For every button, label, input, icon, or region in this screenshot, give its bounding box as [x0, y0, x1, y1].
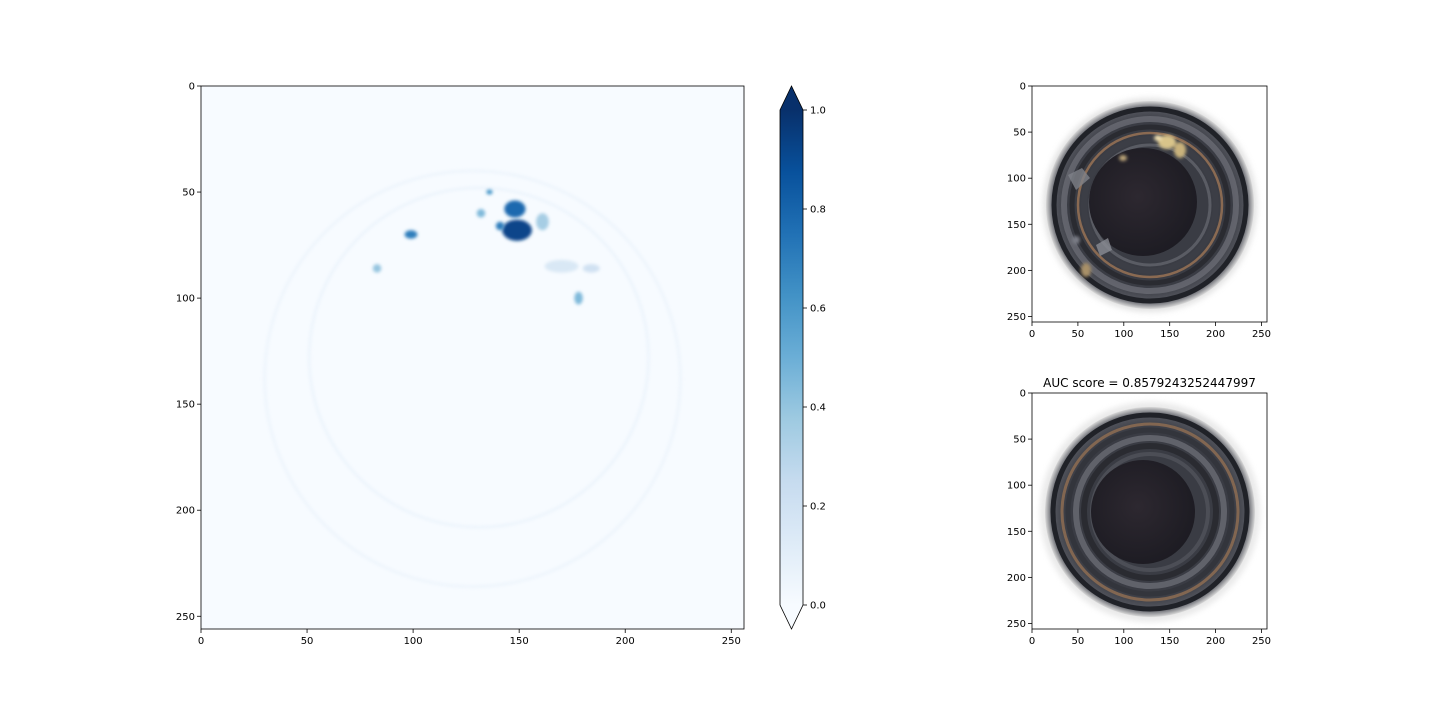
colorbar-tick-label: 0.2 — [810, 502, 826, 513]
reconstruction-image — [1040, 402, 1260, 622]
y-tick-label: 0 — [1020, 389, 1026, 400]
heatmap-blob — [582, 264, 600, 273]
reconstruction-frame — [1031, 392, 1268, 630]
heatmap-blob — [536, 213, 549, 231]
x-tick-label: 100 — [1114, 636, 1133, 647]
x-tick-label: 50 — [301, 636, 314, 647]
input-image-panel: 0 50 100 150 200 250 0 50 100 150 200 250 — [1007, 82, 1271, 341]
x-tick-label: 0 — [1029, 329, 1035, 340]
y-tick-label: 50 — [1013, 435, 1026, 446]
y-tick-label: 50 — [182, 188, 195, 199]
colorbar-gradient — [780, 110, 803, 605]
x-tick-label: 200 — [1206, 636, 1225, 647]
x-tick-label: 0 — [198, 636, 204, 647]
y-tick-label: 100 — [1007, 174, 1026, 185]
input-image-x-axis: 0 50 100 150 200 250 — [1029, 322, 1271, 340]
x-tick-label: 250 — [722, 636, 741, 647]
x-tick-label: 50 — [1072, 329, 1085, 340]
y-tick-label: 0 — [1020, 82, 1026, 93]
reconstruction-x-axis: 0 50 100 150 200 250 — [1029, 629, 1271, 647]
heatmap-ring — [307, 186, 650, 529]
y-tick-label: 150 — [1007, 220, 1026, 231]
input-image-frame — [1031, 85, 1268, 323]
input-image — [1043, 98, 1257, 312]
colorbar-tick-label: 0.6 — [810, 304, 826, 315]
y-tick-label: 150 — [1007, 527, 1026, 538]
x-tick-label: 250 — [1252, 329, 1271, 340]
reconstruction-title: AUC score = 0.8579243252447997 — [1043, 376, 1256, 390]
x-tick-label: 150 — [510, 636, 529, 647]
y-tick-label: 200 — [176, 506, 195, 517]
heatmap-blob — [504, 200, 526, 218]
colorbar: 0.0 0.2 0.4 0.6 0.8 1.0 — [779, 85, 826, 630]
colorbar-tick-label: 1.0 — [810, 106, 826, 117]
y-tick-label: 250 — [176, 612, 195, 623]
heatmap-frame — [200, 85, 745, 630]
y-tick-label: 200 — [1007, 573, 1026, 584]
heatmap-y-axis: 0 50 100 150 200 250 — [176, 82, 201, 623]
x-tick-label: 150 — [1160, 636, 1179, 647]
x-tick-label: 50 — [1072, 636, 1085, 647]
x-tick-label: 250 — [1252, 636, 1271, 647]
colorbar-tick-label: 0.4 — [810, 403, 826, 414]
heatmap-blob — [495, 221, 505, 231]
y-tick-label: 100 — [176, 294, 195, 305]
heatmap-blob — [404, 230, 418, 239]
x-tick-label: 100 — [1114, 329, 1133, 340]
reconstruction-image-panel: AUC score = 0.8579243252447997 0 50 100 150… — [1007, 376, 1271, 647]
x-tick-label: 200 — [1206, 329, 1225, 340]
colorbar-extend-min — [780, 605, 803, 629]
heatmap-blob — [476, 209, 486, 218]
colorbar-ticks: 0.0 0.2 0.4 0.6 0.8 1.0 — [803, 106, 826, 612]
colorbar-extend-max — [780, 86, 803, 110]
x-tick-label: 200 — [616, 636, 635, 647]
x-tick-label: 150 — [1160, 329, 1179, 340]
y-tick-label: 200 — [1007, 266, 1026, 277]
y-tick-label: 150 — [176, 400, 195, 411]
y-tick-label: 250 — [1007, 619, 1026, 630]
heatmap-x-axis: 0 50 100 150 200 250 — [198, 629, 741, 647]
heatmap-blob — [486, 189, 493, 195]
anomaly-heatmap-panel: 0 50 100 150 200 250 0 50 100 150 200 250 — [176, 82, 745, 647]
heatmap-blob — [574, 291, 583, 305]
colorbar-tick-label: 0.0 — [810, 601, 826, 612]
y-tick-label: 250 — [1007, 312, 1026, 323]
y-tick-label: 100 — [1007, 481, 1026, 492]
heatmap-ring — [263, 169, 682, 588]
heatmap-blob — [502, 219, 532, 241]
heatmap-blob — [372, 264, 382, 273]
reconstruction-y-axis: 0 50 100 150 200 250 — [1007, 389, 1032, 630]
y-tick-label: 0 — [189, 82, 195, 93]
x-tick-label: 0 — [1029, 636, 1035, 647]
y-tick-label: 50 — [1013, 128, 1026, 139]
colorbar-tick-label: 0.8 — [810, 205, 826, 216]
input-image-y-axis: 0 50 100 150 200 250 — [1007, 82, 1032, 323]
heatmap-blob — [544, 259, 579, 273]
x-tick-label: 100 — [404, 636, 423, 647]
heatmap-background — [201, 86, 744, 629]
